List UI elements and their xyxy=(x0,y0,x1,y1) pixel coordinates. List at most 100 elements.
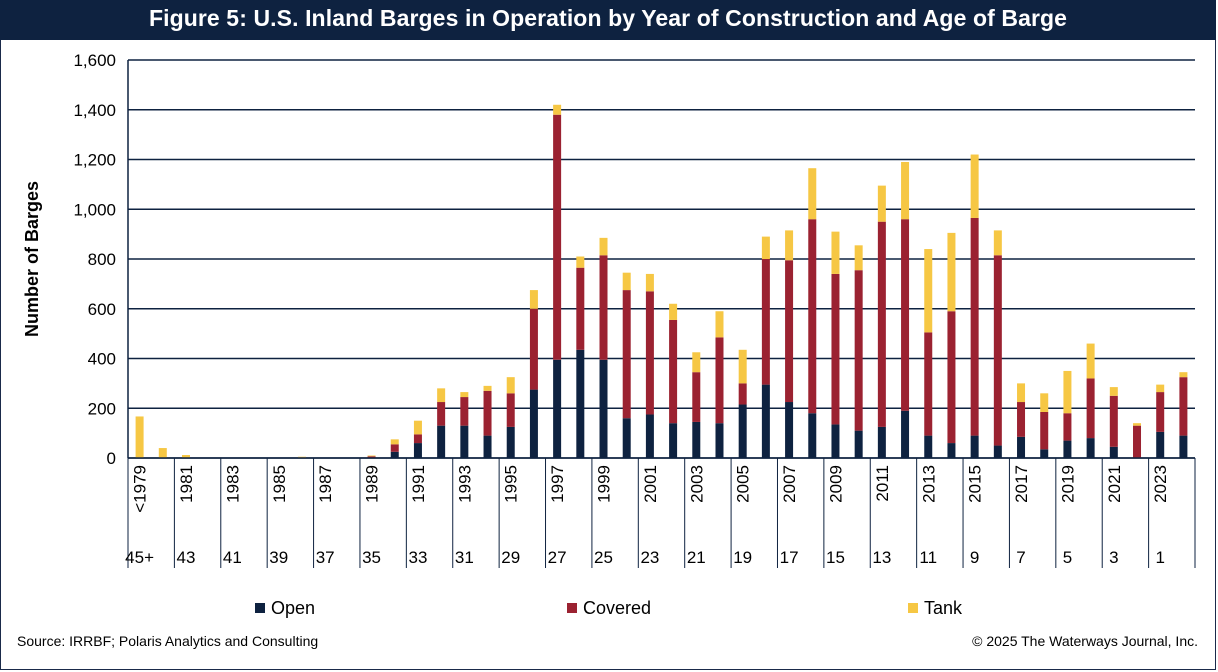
bar-open-2020 xyxy=(1086,438,1095,458)
y-tick-label: 200 xyxy=(88,399,116,418)
bar-open-1992 xyxy=(437,425,446,458)
y-tick-label: 600 xyxy=(88,300,116,319)
bar-covered-2021 xyxy=(1109,395,1118,447)
bar-tank-2001 xyxy=(645,273,654,292)
legend-swatch-open xyxy=(255,603,265,613)
x-year-tick-label: 2005 xyxy=(734,465,753,503)
bar-open-2012 xyxy=(901,410,910,458)
bar-covered-1995 xyxy=(506,393,515,427)
copyright-note: © 2025 The Waterways Journal, Inc. xyxy=(972,633,1198,649)
x-year-tick-label: 2019 xyxy=(1058,465,1077,503)
bar-open-2003 xyxy=(692,421,701,458)
bar-tank-1980 xyxy=(158,448,167,458)
bar-covered-2024 xyxy=(1179,377,1188,436)
bar-open-1998 xyxy=(576,349,585,458)
bar-open-2017 xyxy=(1017,436,1026,458)
bar-covered-2009 xyxy=(831,273,840,425)
bar-covered-2005 xyxy=(738,383,747,405)
bar-open-2006 xyxy=(761,384,770,458)
y-axis-title: Number of Barges xyxy=(22,181,42,337)
x-age-tick-label: 25 xyxy=(594,548,613,567)
legend-swatch-tank xyxy=(908,603,918,613)
x-year-tick-label: 2003 xyxy=(687,465,706,503)
bar-open-1994 xyxy=(483,435,492,458)
bar-tank-2014 xyxy=(947,232,956,312)
bar-covered-1992 xyxy=(437,402,446,426)
y-tick-label: 1,400 xyxy=(73,101,116,120)
x-year-tick-label: 2013 xyxy=(919,465,938,503)
bar-tank-1992 xyxy=(437,388,446,403)
y-tick-label: 1,600 xyxy=(73,51,116,70)
bar-covered-2000 xyxy=(622,290,631,419)
bar-tank-1999 xyxy=(599,237,608,256)
bar-open-1997 xyxy=(553,359,562,458)
bar-tank-1993 xyxy=(460,392,469,398)
bar-tank-2022 xyxy=(1133,423,1142,426)
x-age-tick-label: 9 xyxy=(970,548,979,567)
bar-covered-2008 xyxy=(808,219,817,414)
bar-tank-2002 xyxy=(669,303,678,320)
bar-tank-1996 xyxy=(529,290,538,309)
bar-open-2019 xyxy=(1063,440,1072,458)
bar-tank-2013 xyxy=(924,249,933,333)
x-age-tick-label: 17 xyxy=(780,548,799,567)
bar-open-2015 xyxy=(970,435,979,458)
bar-tank-1997 xyxy=(553,104,562,115)
bar-covered-2010 xyxy=(854,270,863,431)
bar-covered-2001 xyxy=(645,291,654,415)
x-age-tick-label: 29 xyxy=(501,548,520,567)
x-age-tick-label: 11 xyxy=(919,548,937,567)
bar-tank-1981 xyxy=(181,455,190,458)
bar-covered-2013 xyxy=(924,332,933,436)
bar-tank-2023 xyxy=(1156,384,1165,393)
bar-tank-2019 xyxy=(1063,370,1072,414)
bar-open-2014 xyxy=(947,443,956,458)
bar-open-2001 xyxy=(645,414,654,458)
bar-tank-lt1979 xyxy=(135,416,144,458)
bar-tank-2005 xyxy=(738,349,747,384)
bar-covered-1990 xyxy=(390,444,399,452)
bar-covered-1994 xyxy=(483,390,492,436)
x-age-tick-label: 23 xyxy=(640,548,659,567)
x-year-tick-label: 2021 xyxy=(1105,465,1124,503)
bar-tank-2016 xyxy=(993,230,1002,256)
legend-label-covered: Covered xyxy=(583,598,652,618)
bar-covered-2014 xyxy=(947,311,956,444)
bar-covered-2006 xyxy=(761,259,770,385)
bar-tank-1994 xyxy=(483,385,492,391)
x-age-tick-label: 15 xyxy=(826,548,845,567)
bar-tank-2007 xyxy=(785,230,794,261)
x-age-tick-label: 13 xyxy=(872,548,891,567)
y-tick-label: 800 xyxy=(88,250,116,269)
x-age-tick-label: 41 xyxy=(223,548,242,567)
bar-open-2009 xyxy=(831,424,840,458)
x-year-tick-label: 2023 xyxy=(1151,465,1170,503)
bar-tank-2000 xyxy=(622,272,631,291)
x-age-tick-label: 3 xyxy=(1109,548,1118,567)
bar-open-1993 xyxy=(460,425,469,458)
x-year-tick-label: 2009 xyxy=(826,465,845,503)
bar-covered-2007 xyxy=(785,260,794,403)
bar-tank-2010 xyxy=(854,245,863,271)
bar-tank-1989 xyxy=(367,455,376,457)
x-age-tick-label: 45+ xyxy=(125,548,154,567)
chart-title: Figure 5: U.S. Inland Barges in Operatio… xyxy=(148,5,1068,31)
x-age-tick-label: 33 xyxy=(408,548,427,567)
bar-tank-1995 xyxy=(506,377,515,394)
x-age-tick-label: 35 xyxy=(362,548,381,567)
bar-tank-2008 xyxy=(808,168,817,220)
bar-open-2024 xyxy=(1179,435,1188,458)
bar-tank-1990 xyxy=(390,439,399,445)
bar-open-2023 xyxy=(1156,431,1165,458)
bar-open-2021 xyxy=(1109,446,1118,458)
bar-open-2005 xyxy=(738,404,747,458)
bar-covered-2004 xyxy=(715,337,724,424)
bar-covered-2016 xyxy=(993,255,1002,446)
bar-open-1991 xyxy=(413,443,422,458)
y-tick-label: 1,200 xyxy=(73,151,116,170)
x-year-tick-label: 1993 xyxy=(455,465,474,503)
bar-open-2018 xyxy=(1040,449,1049,458)
x-year-tick-label: 2015 xyxy=(966,465,985,503)
bar-open-2007 xyxy=(785,402,794,458)
